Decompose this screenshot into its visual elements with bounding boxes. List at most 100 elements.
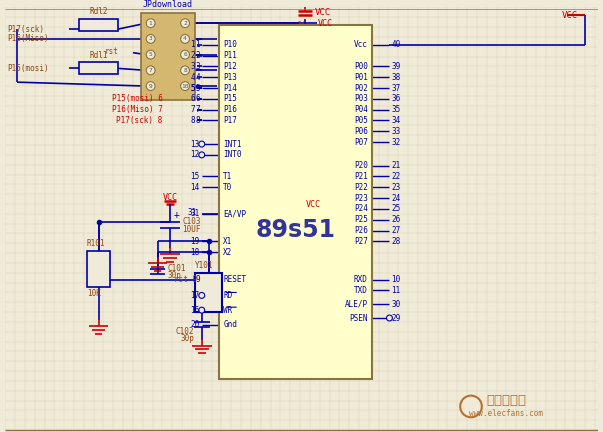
Text: P16(Miso): P16(Miso) xyxy=(7,35,49,43)
Bar xyxy=(79,63,118,74)
Circle shape xyxy=(460,396,482,417)
Text: 35: 35 xyxy=(391,105,400,114)
Text: P02: P02 xyxy=(354,83,368,92)
Text: P16: P16 xyxy=(223,105,237,114)
Text: P26: P26 xyxy=(354,226,368,235)
Text: 21: 21 xyxy=(391,161,400,170)
Text: 20: 20 xyxy=(191,321,200,329)
Text: 5: 5 xyxy=(149,52,153,57)
Text: 16: 16 xyxy=(191,306,200,314)
Text: 10: 10 xyxy=(391,275,400,284)
Text: 1: 1 xyxy=(149,21,153,25)
Text: 6: 6 xyxy=(195,94,200,103)
Text: INT0: INT0 xyxy=(223,150,242,159)
Text: 37: 37 xyxy=(391,83,400,92)
Text: 4: 4 xyxy=(183,36,187,41)
Text: VCC: VCC xyxy=(315,8,331,17)
Text: P22: P22 xyxy=(354,183,368,192)
Text: 34: 34 xyxy=(391,116,400,125)
Circle shape xyxy=(387,315,393,321)
Text: 23: 23 xyxy=(391,183,400,192)
Circle shape xyxy=(147,50,155,59)
Text: P15(mosi) 6: P15(mosi) 6 xyxy=(112,94,162,103)
Text: X1: X1 xyxy=(223,237,233,246)
Text: www.elecfans.com: www.elecfans.com xyxy=(469,409,543,418)
Text: P17: P17 xyxy=(223,116,237,125)
Text: 6: 6 xyxy=(183,52,187,57)
Text: P01: P01 xyxy=(354,73,368,82)
Text: R101: R101 xyxy=(87,239,106,248)
Text: P17(sck): P17(sck) xyxy=(7,25,44,34)
Text: VCC: VCC xyxy=(305,200,320,209)
Text: 28: 28 xyxy=(391,237,400,246)
Text: 3: 3 xyxy=(191,62,195,71)
Text: P21: P21 xyxy=(354,172,368,181)
Circle shape xyxy=(181,19,189,28)
Text: rst: rst xyxy=(104,47,118,56)
Text: RD: RD xyxy=(223,291,233,300)
Text: 27: 27 xyxy=(391,226,400,235)
Text: 18: 18 xyxy=(191,248,200,257)
Text: 8: 8 xyxy=(195,116,200,125)
Text: 10: 10 xyxy=(182,83,189,89)
Text: 26: 26 xyxy=(391,215,400,224)
Text: 7: 7 xyxy=(195,105,200,114)
Text: P10: P10 xyxy=(223,40,237,49)
Text: VCC: VCC xyxy=(562,11,578,20)
Circle shape xyxy=(147,19,155,28)
Text: 8: 8 xyxy=(183,68,187,73)
Text: 14: 14 xyxy=(191,183,200,192)
Text: 89s51: 89s51 xyxy=(256,218,336,242)
Text: P23: P23 xyxy=(354,194,368,203)
Bar xyxy=(195,273,223,312)
Circle shape xyxy=(181,50,189,59)
Text: 12: 12 xyxy=(191,150,200,159)
Text: 1: 1 xyxy=(195,40,200,49)
Text: 3: 3 xyxy=(149,36,153,41)
Text: 5: 5 xyxy=(195,83,200,92)
Text: 电子发烧友: 电子发烧友 xyxy=(487,394,526,407)
Bar xyxy=(219,25,372,379)
Text: 13: 13 xyxy=(191,140,200,149)
Text: JPdownload: JPdownload xyxy=(143,0,193,10)
Text: P20: P20 xyxy=(354,161,368,170)
Text: VCC: VCC xyxy=(163,193,178,202)
Text: P14: P14 xyxy=(223,83,237,92)
Text: 2: 2 xyxy=(195,51,200,60)
Text: P27: P27 xyxy=(354,237,368,246)
Text: 31: 31 xyxy=(191,210,200,218)
Text: 31: 31 xyxy=(188,208,197,217)
Text: 6: 6 xyxy=(191,94,195,103)
Text: Vcc: Vcc xyxy=(354,40,368,49)
Text: P15(mosi): P15(mosi) xyxy=(7,64,49,73)
Circle shape xyxy=(199,152,204,158)
Circle shape xyxy=(147,66,155,75)
Text: 29: 29 xyxy=(391,314,400,323)
Text: PSEN: PSEN xyxy=(349,314,368,323)
Text: WR: WR xyxy=(223,306,233,314)
Text: 3: 3 xyxy=(195,62,200,71)
Text: 36: 36 xyxy=(391,94,400,103)
Text: RESET: RESET xyxy=(223,275,247,284)
Text: EA/VP: EA/VP xyxy=(223,210,247,218)
Circle shape xyxy=(181,35,189,43)
Text: 5: 5 xyxy=(191,83,195,92)
Text: RXD: RXD xyxy=(354,275,368,284)
Bar xyxy=(141,13,195,100)
Text: C103: C103 xyxy=(182,217,201,226)
Text: 9: 9 xyxy=(195,275,200,284)
Text: 4: 4 xyxy=(191,73,195,82)
Text: 30p: 30p xyxy=(168,271,182,280)
Text: rst 9: rst 9 xyxy=(174,275,197,284)
Text: 2: 2 xyxy=(191,51,195,60)
Text: 30: 30 xyxy=(391,300,400,309)
Text: P06: P06 xyxy=(354,127,368,136)
Text: TXD: TXD xyxy=(354,286,368,295)
Text: 33: 33 xyxy=(391,127,400,136)
Text: 7: 7 xyxy=(191,105,195,114)
Text: 22: 22 xyxy=(391,172,400,181)
Text: VCC: VCC xyxy=(318,19,333,28)
Bar xyxy=(87,251,110,286)
Text: 2: 2 xyxy=(183,21,187,25)
Text: ALE/P: ALE/P xyxy=(345,300,368,309)
